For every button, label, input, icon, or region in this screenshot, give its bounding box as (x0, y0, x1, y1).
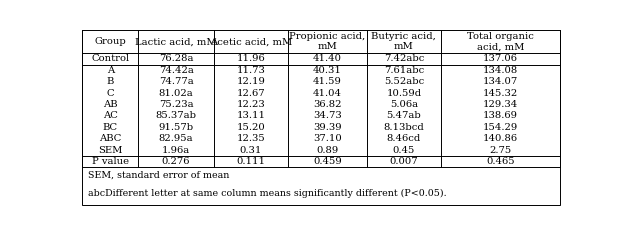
Text: 74.42a: 74.42a (159, 66, 194, 75)
Text: 12.35: 12.35 (236, 134, 265, 143)
Text: 138.69: 138.69 (483, 111, 518, 120)
Text: 39.39: 39.39 (313, 123, 342, 132)
Text: 85.37ab: 85.37ab (155, 111, 197, 120)
Text: 0.459: 0.459 (313, 157, 342, 166)
Text: 1.96a: 1.96a (162, 146, 190, 155)
Text: Butyric acid,
mM: Butyric acid, mM (371, 32, 436, 52)
Text: abcDifferent letter at same column means significantly different (P<0.05).: abcDifferent letter at same column means… (88, 189, 446, 198)
Text: 134.07: 134.07 (483, 77, 519, 86)
Text: 145.32: 145.32 (483, 89, 519, 98)
Text: P value: P value (92, 157, 129, 166)
Text: Propionic acid,
mM: Propionic acid, mM (289, 32, 366, 52)
Text: 0.31: 0.31 (240, 146, 262, 155)
Text: 12.19: 12.19 (236, 77, 265, 86)
Text: 0.007: 0.007 (389, 157, 418, 166)
Text: 13.11: 13.11 (236, 111, 265, 120)
Text: 0.276: 0.276 (162, 157, 191, 166)
Text: 134.08: 134.08 (483, 66, 519, 75)
Text: Lactic acid, mM: Lactic acid, mM (135, 37, 217, 46)
Text: AC: AC (103, 111, 118, 120)
Text: 10.59d: 10.59d (386, 89, 421, 98)
Text: 8.13bcd: 8.13bcd (384, 123, 424, 132)
Text: 137.06: 137.06 (483, 54, 518, 63)
Text: A: A (107, 66, 114, 75)
Text: AB: AB (103, 100, 118, 109)
Text: C: C (107, 89, 114, 98)
Text: 7.42abc: 7.42abc (384, 54, 424, 63)
Text: 34.73: 34.73 (313, 111, 342, 120)
Text: 154.29: 154.29 (483, 123, 519, 132)
Text: 5.06a: 5.06a (390, 100, 418, 109)
Text: Total organic
acid, mM: Total organic acid, mM (467, 32, 534, 52)
Text: 82.95a: 82.95a (159, 134, 193, 143)
Text: 81.02a: 81.02a (159, 89, 194, 98)
Text: 41.59: 41.59 (313, 77, 342, 86)
Text: 5.52abc: 5.52abc (384, 77, 424, 86)
Text: 41.04: 41.04 (313, 89, 342, 98)
Text: B: B (107, 77, 114, 86)
Text: 129.34: 129.34 (483, 100, 519, 109)
Text: Group: Group (95, 37, 126, 46)
Text: 8.46cd: 8.46cd (387, 134, 421, 143)
Text: 7.61abc: 7.61abc (384, 66, 424, 75)
Text: 0.465: 0.465 (487, 157, 515, 166)
Text: 37.10: 37.10 (313, 134, 342, 143)
Text: 0.111: 0.111 (236, 157, 265, 166)
Text: 12.23: 12.23 (236, 100, 265, 109)
Text: Acetic acid, mM: Acetic acid, mM (209, 37, 292, 46)
Text: 41.40: 41.40 (313, 54, 342, 63)
Text: Control: Control (92, 54, 129, 63)
Text: 140.86: 140.86 (483, 134, 518, 143)
Text: BC: BC (103, 123, 118, 132)
Text: 0.45: 0.45 (393, 146, 415, 155)
Text: 12.67: 12.67 (236, 89, 265, 98)
Text: 2.75: 2.75 (490, 146, 512, 155)
Text: ABC: ABC (99, 134, 122, 143)
Text: SEM, standard error of mean: SEM, standard error of mean (88, 171, 229, 180)
Text: 11.96: 11.96 (236, 54, 265, 63)
Text: SEM: SEM (98, 146, 122, 155)
Text: 74.77a: 74.77a (159, 77, 194, 86)
Text: 15.20: 15.20 (236, 123, 265, 132)
Text: 11.73: 11.73 (236, 66, 265, 75)
Text: 40.31: 40.31 (313, 66, 342, 75)
Text: 75.23a: 75.23a (159, 100, 193, 109)
Text: 5.47ab: 5.47ab (386, 111, 421, 120)
Text: 0.89: 0.89 (316, 146, 339, 155)
Text: 36.82: 36.82 (313, 100, 342, 109)
Text: 91.57b: 91.57b (159, 123, 194, 132)
Text: 76.28a: 76.28a (159, 54, 193, 63)
